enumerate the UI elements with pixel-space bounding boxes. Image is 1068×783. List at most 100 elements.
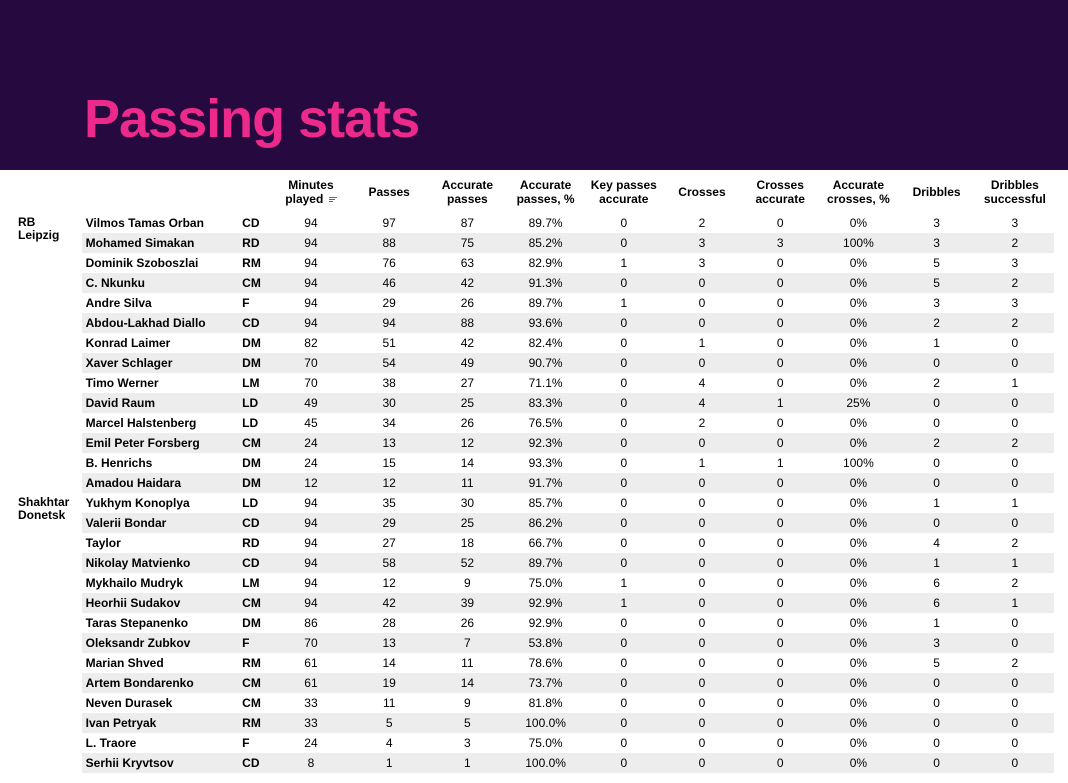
team-name: Shakhtar Donetsk bbox=[14, 493, 82, 773]
col-header-dribbles[interactable]: Dribbles bbox=[898, 176, 976, 213]
stat-dribbles_succ: 2 bbox=[976, 533, 1054, 553]
stat-key_passes: 0 bbox=[585, 393, 663, 413]
stat-dribbles: 0 bbox=[898, 673, 976, 693]
player-position: RD bbox=[240, 533, 272, 553]
col-header-key_passes[interactable]: Key passes accurate bbox=[585, 176, 663, 213]
stat-crosses_acc: 1 bbox=[741, 393, 819, 413]
stat-crosses: 1 bbox=[663, 333, 741, 353]
stat-key_passes: 0 bbox=[585, 233, 663, 253]
col-header-acc_passes[interactable]: Accurate passes bbox=[428, 176, 506, 213]
stat-acc_passes_pct: 71.1% bbox=[506, 373, 584, 393]
stat-crosses_acc: 0 bbox=[741, 713, 819, 733]
stat-passes: 27 bbox=[350, 533, 428, 553]
stat-acc_passes: 26 bbox=[428, 293, 506, 313]
col-header-crosses_acc[interactable]: Crosses accurate bbox=[741, 176, 819, 213]
stat-dribbles: 0 bbox=[898, 713, 976, 733]
stat-passes: 30 bbox=[350, 393, 428, 413]
stat-dribbles_succ: 1 bbox=[976, 493, 1054, 513]
stat-acc_passes_pct: 83.3% bbox=[506, 393, 584, 413]
stat-acc_passes_pct: 66.7% bbox=[506, 533, 584, 553]
player-position: LD bbox=[240, 393, 272, 413]
player-name: C. Nkunku bbox=[82, 273, 241, 293]
stat-crosses_acc_pct: 0% bbox=[819, 433, 897, 453]
player-position: RM bbox=[240, 253, 272, 273]
stat-acc_passes_pct: 92.3% bbox=[506, 433, 584, 453]
stat-acc_passes: 14 bbox=[428, 453, 506, 473]
stat-crosses_acc_pct: 0% bbox=[819, 673, 897, 693]
stat-crosses_acc_pct: 0% bbox=[819, 473, 897, 493]
stat-dribbles_succ: 0 bbox=[976, 753, 1054, 773]
stat-crosses_acc_pct: 0% bbox=[819, 633, 897, 653]
player-name: Abdou-Lakhad Diallo bbox=[82, 313, 241, 333]
stat-crosses: 0 bbox=[663, 633, 741, 653]
stat-crosses_acc: 0 bbox=[741, 733, 819, 753]
table-row: Amadou HaidaraDM12121191.7%0000%00 bbox=[14, 473, 1054, 493]
stat-dribbles_succ: 1 bbox=[976, 553, 1054, 573]
stat-minutes: 94 bbox=[272, 553, 350, 573]
player-position: LD bbox=[240, 493, 272, 513]
stat-acc_passes_pct: 78.6% bbox=[506, 653, 584, 673]
player-name: Yukhym Konoplya bbox=[82, 493, 241, 513]
stat-crosses_acc: 0 bbox=[741, 633, 819, 653]
stat-dribbles: 0 bbox=[898, 693, 976, 713]
player-name: Dominik Szoboszlai bbox=[82, 253, 241, 273]
stat-key_passes: 0 bbox=[585, 213, 663, 233]
stat-passes: 13 bbox=[350, 433, 428, 453]
player-position: DM bbox=[240, 613, 272, 633]
table-header: Minutes played PassesAccurate passesAccu… bbox=[14, 176, 1054, 213]
stat-key_passes: 0 bbox=[585, 433, 663, 453]
stat-dribbles_succ: 0 bbox=[976, 693, 1054, 713]
col-header-crosses[interactable]: Crosses bbox=[663, 176, 741, 213]
stat-key_passes: 0 bbox=[585, 473, 663, 493]
stat-key_passes: 0 bbox=[585, 493, 663, 513]
stat-minutes: 24 bbox=[272, 453, 350, 473]
col-header-acc_passes_pct[interactable]: Accurate passes, % bbox=[506, 176, 584, 213]
col-header-minutes[interactable]: Minutes played bbox=[272, 176, 350, 213]
stat-crosses_acc_pct: 0% bbox=[819, 313, 897, 333]
stat-acc_passes: 63 bbox=[428, 253, 506, 273]
stat-acc_passes_pct: 85.7% bbox=[506, 493, 584, 513]
table-row: C. NkunkuCM94464291.3%0000%52 bbox=[14, 273, 1054, 293]
stat-acc_passes: 75 bbox=[428, 233, 506, 253]
stat-key_passes: 0 bbox=[585, 273, 663, 293]
player-position: RM bbox=[240, 653, 272, 673]
table-row: L. TraoreF244375.0%0000%00 bbox=[14, 733, 1054, 753]
stat-crosses: 0 bbox=[663, 713, 741, 733]
stat-crosses_acc_pct: 100% bbox=[819, 233, 897, 253]
stat-minutes: 94 bbox=[272, 213, 350, 233]
stat-crosses_acc: 0 bbox=[741, 273, 819, 293]
col-header-passes[interactable]: Passes bbox=[350, 176, 428, 213]
stat-passes: 1 bbox=[350, 753, 428, 773]
stat-dribbles: 0 bbox=[898, 393, 976, 413]
stat-crosses_acc_pct: 0% bbox=[819, 573, 897, 593]
col-team-header bbox=[14, 176, 82, 213]
title-band: Passing stats bbox=[0, 0, 1068, 170]
sort-desc-icon bbox=[329, 196, 337, 203]
stat-acc_passes_pct: 93.3% bbox=[506, 453, 584, 473]
stat-minutes: 45 bbox=[272, 413, 350, 433]
stat-minutes: 61 bbox=[272, 673, 350, 693]
stat-acc_passes_pct: 82.9% bbox=[506, 253, 584, 273]
stat-key_passes: 0 bbox=[585, 333, 663, 353]
stat-acc_passes: 18 bbox=[428, 533, 506, 553]
player-position: LM bbox=[240, 373, 272, 393]
player-name: Marcel Halstenberg bbox=[82, 413, 241, 433]
stat-crosses_acc_pct: 0% bbox=[819, 533, 897, 553]
stat-key_passes: 0 bbox=[585, 553, 663, 573]
stat-crosses: 0 bbox=[663, 273, 741, 293]
col-header-crosses_acc_pct[interactable]: Accurate crosses, % bbox=[819, 176, 897, 213]
stat-passes: 94 bbox=[350, 313, 428, 333]
player-name: Andre Silva bbox=[82, 293, 241, 313]
stat-acc_passes: 1 bbox=[428, 753, 506, 773]
stat-crosses_acc_pct: 0% bbox=[819, 613, 897, 633]
stat-acc_passes_pct: 76.5% bbox=[506, 413, 584, 433]
stat-acc_passes_pct: 73.7% bbox=[506, 673, 584, 693]
stat-key_passes: 0 bbox=[585, 613, 663, 633]
col-header-dribbles_succ[interactable]: Dribbles successful bbox=[976, 176, 1054, 213]
stat-acc_passes: 5 bbox=[428, 713, 506, 733]
stat-passes: 14 bbox=[350, 653, 428, 673]
stat-acc_passes: 12 bbox=[428, 433, 506, 453]
stat-key_passes: 0 bbox=[585, 373, 663, 393]
stat-minutes: 94 bbox=[272, 493, 350, 513]
stat-acc_passes: 25 bbox=[428, 393, 506, 413]
